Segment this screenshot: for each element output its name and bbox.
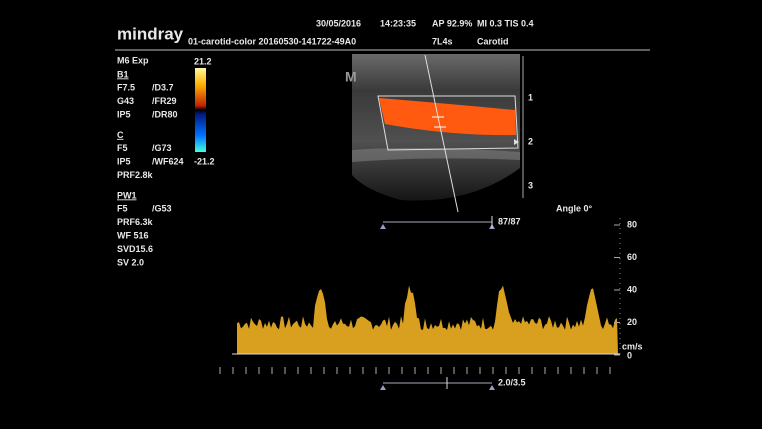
parameter: /G73 [152,143,172,153]
parameter: /FR29 [152,96,177,106]
date: 30/05/2016 [316,18,361,28]
scale-label: 40 [627,284,637,294]
velocity-scale: 80 60 40 20 0 [614,219,637,360]
doppler-line [424,54,459,213]
color-box [377,95,519,151]
spectral-waveform [237,285,618,354]
time-axis [219,367,611,374]
parameter: SVD15.6 [117,244,153,254]
angle: Angle 0° [556,203,593,213]
parameter: /G53 [152,204,172,214]
scale-label: 60 [627,252,637,262]
parameter: /WF624 [152,157,184,167]
colorbar-min: -21.2 [194,156,215,166]
parameter: PRF2.8k [117,170,154,180]
probe: 7L4s [432,36,453,46]
section-title: PW1 [117,190,137,200]
parameter: PRF6.3k [117,217,154,227]
acoustic-power: AP 92.9% [432,18,472,28]
mechanical-index: MI 0.3 TIS 0.4 [477,18,534,28]
file-name: 01-carotid-color 20160530-141722-49A0 [188,36,356,46]
sweep-speed: 2.0/3.5 [498,377,526,387]
parameter: F5 [117,204,128,214]
velocity-unit: cm/s [622,341,643,351]
parameter: /DR80 [152,109,178,119]
depth-label: 2 [528,136,533,146]
scale-label: 20 [627,317,637,327]
parameter: IP5 [117,109,131,119]
preset: Carotid [477,36,509,46]
scale-label: 80 [627,219,637,229]
mode: M6 Exp [117,55,149,65]
parameter: IP5 [117,157,131,167]
gate-value: 87/87 [498,216,521,226]
section-title: B1 [117,69,129,79]
orientation-logo: M [345,69,357,85]
depth-label: 3 [528,180,533,190]
time: 14:23:35 [380,18,416,28]
parameter: /D3.7 [152,83,174,93]
parameter: G43 [117,96,134,106]
brand: mindray [117,24,184,43]
focus-marker [514,139,519,145]
colorbar-max: 21.2 [194,56,212,66]
colorbar [195,68,206,152]
depth-label: 1 [528,92,533,102]
vessel-wall [352,147,520,162]
parameter: SV 2.0 [117,257,144,267]
scale-label: 0 [627,350,632,360]
parameter: F5 [117,143,128,153]
parameter: F7.5 [117,83,135,93]
section-title: C [117,130,124,140]
parameter-list: B1 F7.5/D3.7 G43/FR29 IP5/DR80 C F5/G73 IP5/WF… [117,69,184,267]
parameter: WF 516 [117,230,149,240]
color-flow [379,98,516,136]
